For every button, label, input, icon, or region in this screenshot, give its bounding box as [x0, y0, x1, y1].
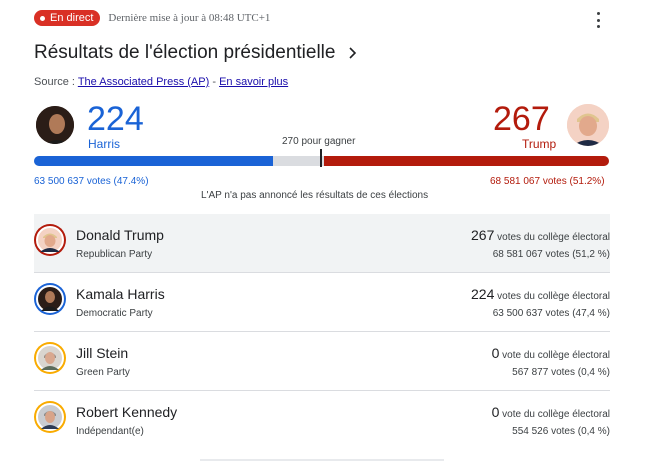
stein-avatar — [36, 344, 64, 372]
status-bar: En direct Dernière mise à jour à 08:48 U… — [34, 10, 610, 26]
harris-avatar — [36, 285, 64, 313]
candidate-electoral-votes: 0 vote du collège électoral — [491, 345, 610, 361]
more-vert-icon[interactable] — [594, 12, 602, 28]
candidate-name: Robert Kennedy — [76, 404, 178, 420]
last-updated: Dernière mise à jour à 08:48 UTC+1 — [108, 12, 271, 24]
live-dot-icon — [40, 15, 45, 21]
candidate-table: Donald Trump Republican Party 267 votes … — [34, 214, 610, 450]
candidate-popular-votes: 68 581 067 votes (51,2 %) — [492, 249, 610, 260]
harris-electoral-count: 224 — [87, 100, 144, 138]
harris-label: Harris — [88, 137, 120, 151]
table-row[interactable]: Robert Kennedy Indépendant(e) 0 vote du … — [34, 391, 610, 450]
trump-popular-vote: 68 581 067 votes (51.2%) — [490, 176, 605, 187]
table-row[interactable]: Donald Trump Republican Party 267 votes … — [34, 214, 610, 273]
table-row[interactable]: Kamala Harris Democratic Party 224 votes… — [34, 273, 610, 332]
source-separator: - — [209, 76, 220, 88]
harris-avatar — [34, 104, 76, 146]
candidate-electoral-votes: 267 votes du collège électoral — [471, 227, 610, 243]
source-line: Source : The Associated Press (AP) - En … — [34, 76, 288, 88]
candidate-popular-votes: 554 526 votes (0,4 %) — [512, 426, 610, 437]
candidate-party: Indépendant(e) — [76, 426, 144, 437]
trump-avatar — [36, 226, 64, 254]
harris-popular-vote: 63 500 637 votes (47.4%) — [34, 176, 149, 187]
live-badge: En direct — [34, 10, 101, 26]
candidate-popular-votes: 567 877 votes (0,4 %) — [512, 367, 610, 378]
harris-bar-segment — [34, 156, 273, 166]
table-row[interactable]: Jill Stein Green Party 0 vote du collège… — [34, 332, 610, 391]
to-win-marker — [320, 149, 322, 167]
candidate-electoral-votes: 224 votes du collège électoral — [471, 286, 610, 302]
candidate-name: Jill Stein — [76, 345, 129, 361]
results-note: L'AP n'a pas annoncé les résultats de ce… — [201, 190, 429, 201]
candidate-electoral-votes: 0 vote du collège électoral — [491, 404, 610, 420]
candidate-name: Kamala Harris — [76, 286, 165, 302]
candidate-party: Democratic Party — [76, 308, 153, 319]
trump-bar-segment — [324, 156, 609, 166]
candidate-name: Donald Trump — [76, 227, 164, 243]
source-publisher-link[interactable]: The Associated Press (AP) — [77, 76, 210, 88]
candidate-party: Green Party — [76, 367, 130, 378]
live-label: En direct — [50, 12, 94, 24]
trump-label: Trump — [522, 137, 557, 151]
trump-electoral-count: 267 — [493, 100, 550, 138]
candidate-popular-votes: 63 500 637 votes (47,4 %) — [492, 308, 610, 319]
candidate-party: Republican Party — [76, 249, 153, 260]
page-title: Résultats de l'élection présidentielle — [34, 42, 336, 63]
chevron-right-icon — [349, 47, 357, 59]
kennedy-avatar — [36, 403, 64, 431]
source-prefix: Source : — [34, 76, 78, 88]
scroll-indicator — [200, 459, 444, 461]
learn-more-link[interactable]: En savoir plus — [219, 76, 289, 88]
title-link[interactable]: Résultats de l'élection présidentielle — [34, 42, 359, 64]
to-win-label: 270 pour gagner — [282, 136, 356, 147]
trump-avatar — [567, 104, 609, 146]
